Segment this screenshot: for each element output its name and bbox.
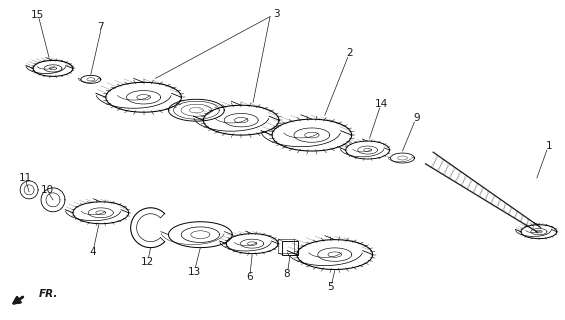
- Text: 8: 8: [284, 268, 290, 278]
- Text: 11: 11: [19, 173, 32, 183]
- Text: FR.: FR.: [39, 289, 58, 300]
- Text: 2: 2: [346, 48, 353, 59]
- Text: 10: 10: [41, 185, 54, 195]
- Text: 1: 1: [546, 141, 552, 151]
- Text: 12: 12: [141, 257, 154, 267]
- Text: 4: 4: [89, 247, 96, 257]
- Text: 6: 6: [246, 273, 253, 283]
- Text: 3: 3: [273, 9, 279, 19]
- Text: 5: 5: [328, 283, 334, 292]
- Text: 9: 9: [413, 113, 420, 123]
- Text: 14: 14: [375, 99, 388, 109]
- Text: 7: 7: [98, 21, 104, 32]
- Text: 15: 15: [31, 10, 44, 20]
- Text: 13: 13: [188, 267, 201, 276]
